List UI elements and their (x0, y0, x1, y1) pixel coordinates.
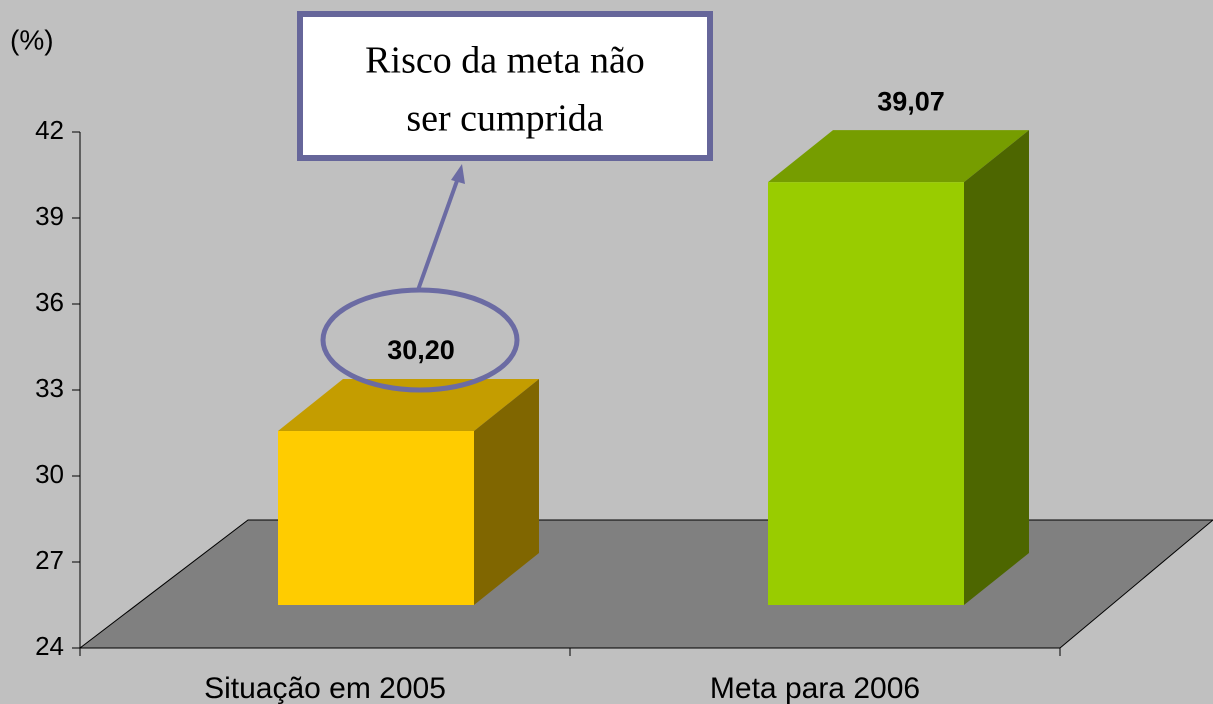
bar (278, 431, 474, 605)
y-tick-label: 36 (35, 287, 64, 317)
y-tick-label: 24 (35, 631, 64, 661)
floor (78, 519, 1213, 649)
y-tick-label: 30 (35, 459, 64, 489)
bar (768, 182, 964, 605)
annotation-text: Risco da meta não (365, 40, 645, 82)
x-tick-label: Meta para 2006 (710, 672, 920, 704)
value-label: 39,07 (877, 86, 945, 116)
x-tick-label: Situação em 2005 (204, 672, 446, 704)
y-tick-label: 39 (35, 201, 64, 231)
callout-arrow (416, 177, 460, 291)
annotation-box (297, 11, 713, 161)
bar-top (278, 379, 539, 432)
y-tick-label: 33 (35, 373, 64, 403)
bar-top (768, 130, 1029, 183)
y-axis-label: (%) (10, 24, 54, 55)
annotation-text: ser cumprida (406, 98, 603, 140)
bar-side (964, 130, 1029, 605)
bar-side (474, 379, 539, 605)
y-tick-label: 42 (35, 115, 64, 145)
arrow-head (451, 164, 465, 184)
y-tick-label: 27 (35, 545, 64, 575)
value-label: 30,20 (387, 335, 455, 365)
